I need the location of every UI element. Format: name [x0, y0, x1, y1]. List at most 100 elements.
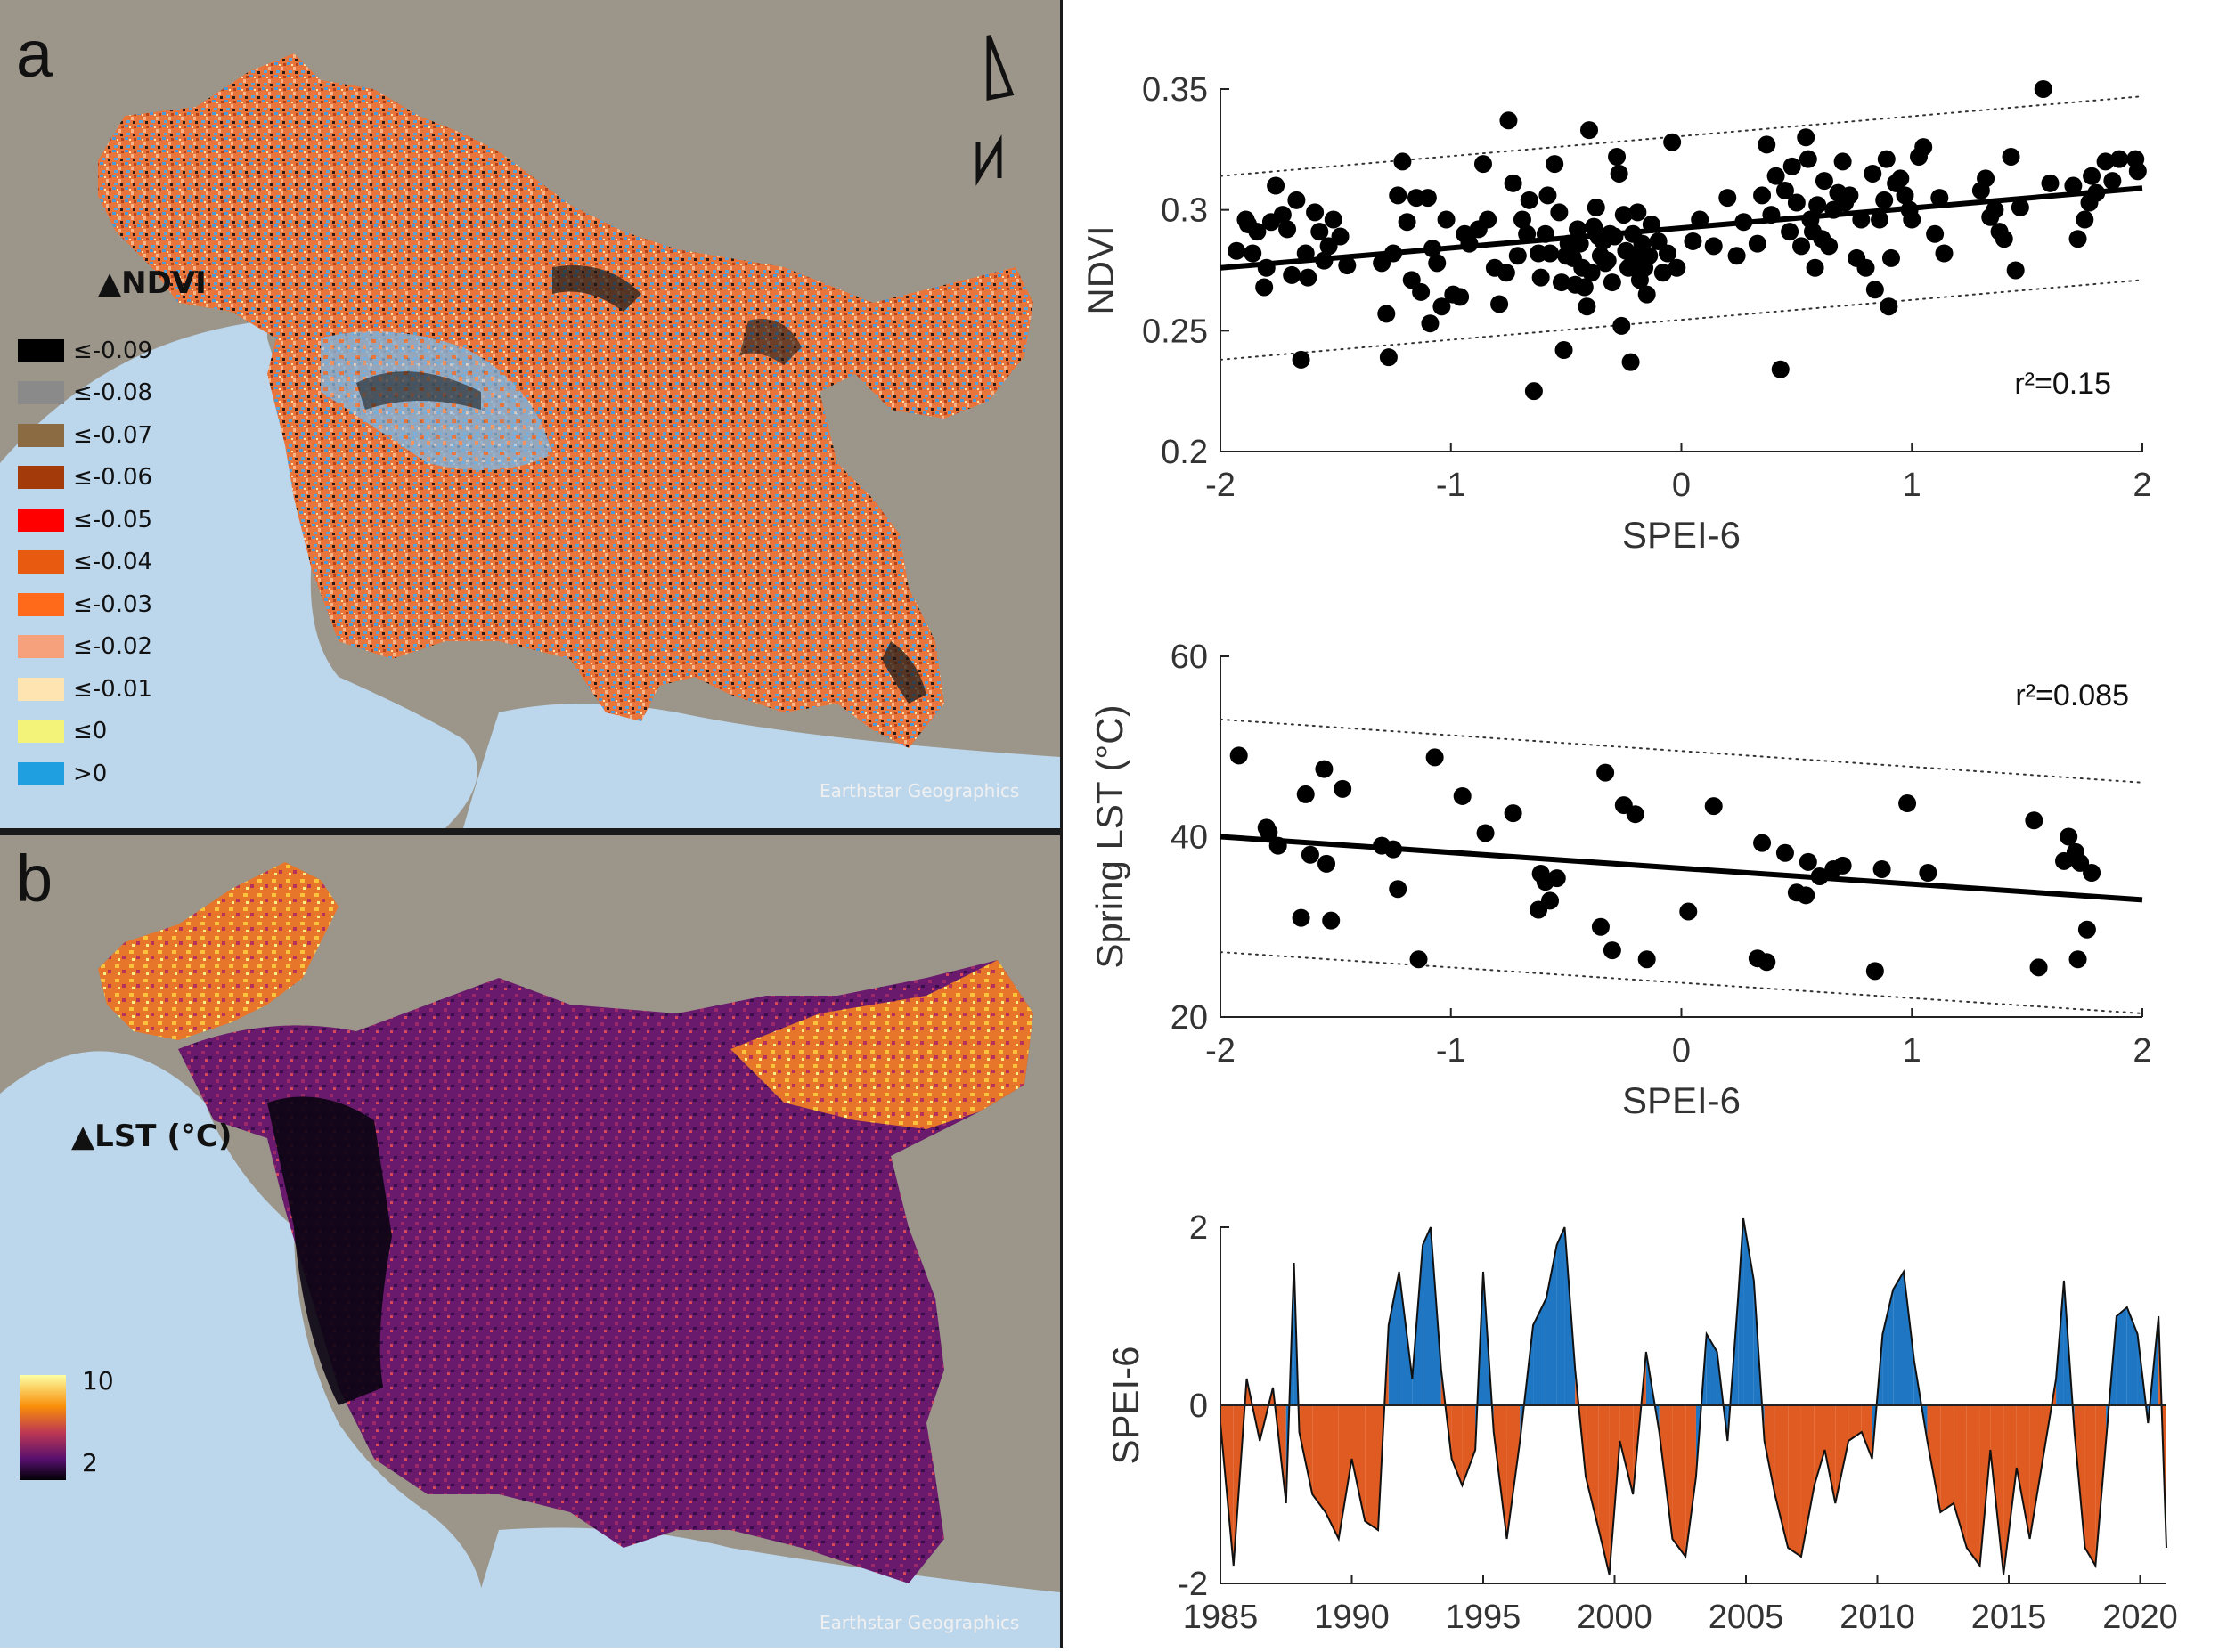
spei-segment — [1904, 1272, 1914, 1405]
data-point — [1799, 852, 1817, 871]
regression-line — [1220, 834, 2143, 903]
y-tick-label: 0.2 — [1161, 434, 1208, 471]
spei-segment — [1738, 1218, 1744, 1405]
y-tick-label: 2 — [1189, 1209, 1208, 1247]
lst-legend-title: ▲LST (°C) — [71, 1119, 232, 1154]
lst-city-region — [178, 960, 1033, 1583]
spei-segment — [1326, 1405, 1339, 1539]
spei-segment — [1462, 1405, 1476, 1485]
legend-label: ≤-0.06 — [73, 464, 153, 492]
data-point — [1379, 348, 1398, 367]
legend-label: ≤-0.07 — [73, 421, 153, 449]
spei-segment — [2116, 1307, 2127, 1405]
data-point — [1473, 155, 1492, 174]
legend-swatch — [18, 550, 64, 574]
spei-segment — [1940, 1405, 1954, 1512]
spei-segment — [1743, 1218, 1754, 1405]
x-tick-label: 2 — [2133, 467, 2151, 504]
data-point — [1833, 152, 1852, 171]
data-point — [1775, 843, 1794, 862]
data-point — [1872, 859, 1891, 878]
data-point — [1393, 152, 1412, 171]
data-point — [2002, 147, 2020, 166]
data-point — [2041, 174, 2060, 192]
north-arrow — [975, 35, 1015, 187]
data-point — [1306, 203, 1325, 222]
data-point — [1856, 258, 1875, 277]
lst-hot-east — [730, 960, 1033, 1129]
legend-label: >0 — [73, 760, 108, 787]
data-point — [1727, 247, 1746, 265]
spei-timeseries-chart: 1985 1990 1995 2000 2005 2010 2015 2020 -2 0 2 SPEI… — [1069, 1184, 2227, 1652]
data-point — [1520, 191, 1538, 209]
upper-confidence-line — [1220, 95, 2143, 177]
data-point — [1278, 220, 1297, 239]
ndvi-legend-item: ≤-0.05 — [18, 499, 207, 541]
data-point — [1896, 186, 1914, 205]
data-point — [1608, 147, 1627, 166]
data-point — [1453, 786, 1472, 805]
legend-swatch — [18, 338, 64, 362]
data-point — [1547, 869, 1566, 888]
spei-segment — [1927, 1405, 1941, 1512]
data-point — [2076, 210, 2094, 229]
data-point — [1513, 210, 1531, 229]
data-point — [1792, 237, 1811, 256]
data-point — [1437, 210, 1456, 229]
vertical-divider — [1060, 0, 1063, 1648]
data-point — [1402, 271, 1421, 289]
data-point — [2071, 853, 2090, 872]
data-point — [2006, 261, 2025, 280]
data-point — [1575, 278, 1594, 297]
data-point — [1610, 164, 1628, 183]
data-point — [1977, 169, 1995, 188]
data-point — [1598, 251, 1617, 270]
data-point — [1986, 200, 2004, 219]
legend-label: ≤0 — [73, 718, 108, 745]
spei-segment — [1979, 1405, 1991, 1566]
data-point — [1930, 189, 1949, 208]
ocean — [0, 1051, 485, 1648]
y-tick-label: 0.3 — [1161, 192, 1208, 230]
spei-segment — [1824, 1405, 1836, 1503]
spei-segment — [1533, 1298, 1546, 1405]
data-point — [1310, 223, 1329, 241]
x-tick-label: 2005 — [1709, 1599, 1784, 1636]
data-point — [2128, 162, 2147, 181]
y-tick-label: -2 — [1178, 1566, 1208, 1603]
x-axis-label: SPEI-6 — [1622, 1079, 1741, 1121]
data-point — [1490, 295, 1509, 313]
data-point — [1421, 314, 1440, 333]
ndvi-map — [0, 0, 1060, 828]
spei-segment — [1556, 1227, 1565, 1405]
ndvi-legend-item: ≤-0.01 — [18, 668, 207, 711]
y-tick-label: 0.25 — [1142, 313, 1208, 350]
data-point — [2096, 152, 2115, 171]
data-point — [1287, 191, 1306, 209]
spei-segment — [1893, 1272, 1904, 1405]
data-point — [1603, 941, 1621, 960]
data-point — [1833, 856, 1852, 875]
legend-swatch — [18, 423, 64, 447]
data-point — [2029, 958, 2048, 977]
data-point — [1637, 950, 1656, 969]
spei-segment — [1619, 1405, 1634, 1494]
legend-swatch — [18, 466, 64, 490]
data-point — [1331, 227, 1350, 246]
data-point — [1255, 278, 1274, 297]
x-tick-label: 1 — [1903, 1032, 1921, 1070]
r-squared-annotation: r²=0.085 — [2015, 679, 2129, 712]
lst-legend: ▲LST (°C) — [71, 1119, 232, 1154]
ndvi-scatter-chart: -2 -1 0 1 2 0.2 0.25 0.3 0.35 SPEI-6 NDVI r²=0.15 — [1069, 0, 2227, 592]
data-point — [1865, 962, 1884, 981]
spei-segment — [1706, 1334, 1717, 1405]
ndvi-map-panel: a ▲NDVI ≤-0.09 ≤-0.08 ≤-0.07 ≤-0.06 ≤-0.05 ≤-… — [0, 0, 1060, 828]
data-point — [1283, 265, 1301, 284]
data-point — [1612, 316, 1631, 335]
data-point — [2011, 198, 2029, 216]
legend-swatch — [18, 592, 64, 616]
data-point — [1334, 779, 1352, 798]
lst-valley-west — [98, 862, 339, 1040]
data-point — [2064, 176, 2083, 195]
data-point — [1758, 135, 1776, 154]
